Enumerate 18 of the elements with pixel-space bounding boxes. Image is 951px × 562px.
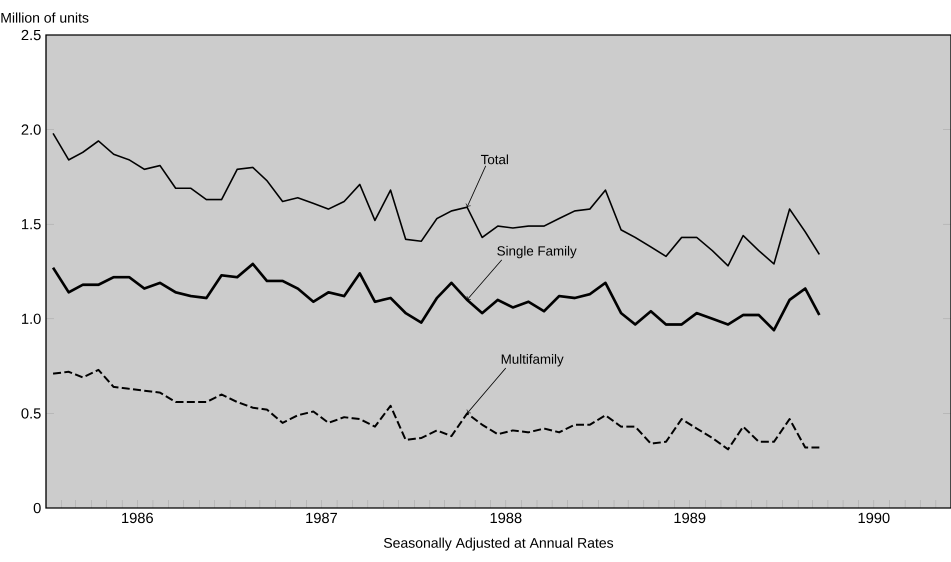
text: Multifamily — [502, 354, 564, 366]
x-tick-label: 1990 — [858, 512, 890, 524]
x-tick-label: 1988 — [490, 512, 522, 524]
y-tick-label: 0.5 — [21, 408, 41, 419]
y-tick-label: 1.0 — [22, 314, 41, 324]
line-series — [52, 262, 821, 332]
x-axis-title: Seasonally Adjusted at Annual Rates — [384, 538, 614, 551]
y-tick-label: 2.5 — [22, 30, 41, 40]
y-tick-label: 1.5 — [22, 219, 41, 230]
y-tick-label: 0 — [34, 502, 41, 514]
y-axis-title: Million of units — [1, 12, 88, 23]
x-tick-label: 1987 — [306, 512, 338, 524]
x-tick-label: 1986 — [122, 512, 153, 524]
x-tick-label: 1989 — [674, 512, 706, 524]
text: Single Family — [497, 246, 577, 258]
text: Total — [480, 154, 508, 164]
y-tick-label: 2.0 — [22, 124, 41, 135]
line-series — [52, 132, 820, 267]
